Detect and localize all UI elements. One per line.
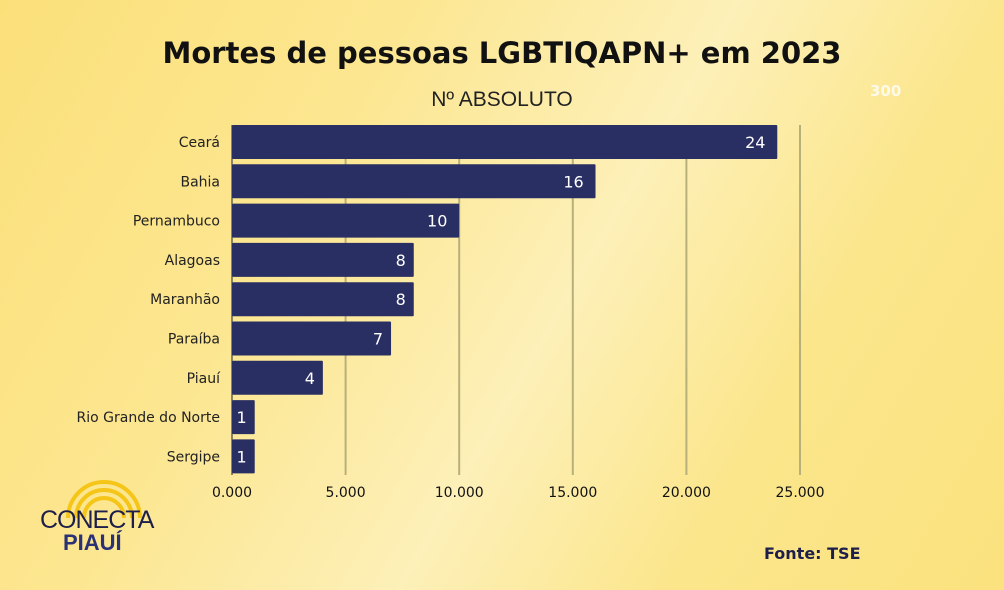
data-label: 4: [305, 369, 315, 388]
x-tick-label: 15.000: [548, 485, 597, 501]
category-label: Paraíba: [168, 332, 220, 348]
category-label: Sergipe: [167, 449, 220, 465]
x-tick-label: 25.000: [776, 485, 825, 501]
x-tick-label: 5.000: [326, 485, 366, 501]
category-label: Rio Grande do Norte: [77, 410, 220, 426]
data-label: 8: [396, 290, 406, 309]
conecta-piaui-logo: CONECTA PIAUÍ: [38, 478, 168, 558]
data-label: 1: [237, 447, 247, 466]
logo-line1: CONECTA: [40, 506, 154, 534]
source-note: Fonte: TSE: [764, 544, 861, 563]
bar: [232, 125, 778, 159]
category-label: Pernambuco: [133, 214, 220, 230]
x-tick-label: 20.000: [662, 485, 711, 501]
x-tick-label: 10.000: [435, 485, 484, 501]
category-label: Alagoas: [165, 253, 220, 269]
data-label: 24: [745, 133, 765, 152]
chart-title: Mortes de pessoas LGBTIQAPN+ em 2023: [162, 36, 842, 70]
bar: [232, 321, 392, 356]
bar: [232, 282, 414, 317]
data-label: 8: [396, 251, 406, 270]
bar: [232, 203, 460, 238]
chart-subtitle: Nº ABSOLUTO: [431, 88, 573, 111]
category-label: Ceará: [179, 135, 220, 151]
logo-line2: PIAUÍ: [63, 530, 122, 555]
category-label: Piauí: [187, 371, 221, 387]
data-label: 7: [373, 330, 383, 349]
bar: [232, 164, 596, 199]
bar: [232, 242, 414, 277]
bar: [232, 400, 255, 435]
bar: [232, 360, 323, 395]
category-label: Maranhão: [150, 292, 220, 308]
category-label: Bahia: [180, 174, 220, 190]
x-tick-label: 0.000: [212, 485, 252, 501]
stray-label: 300: [870, 82, 902, 100]
bar: [232, 439, 255, 474]
data-label: 16: [563, 172, 583, 191]
data-label: 1: [237, 408, 247, 427]
data-label: 10: [427, 212, 447, 231]
sun-arcs-icon: [66, 480, 142, 518]
